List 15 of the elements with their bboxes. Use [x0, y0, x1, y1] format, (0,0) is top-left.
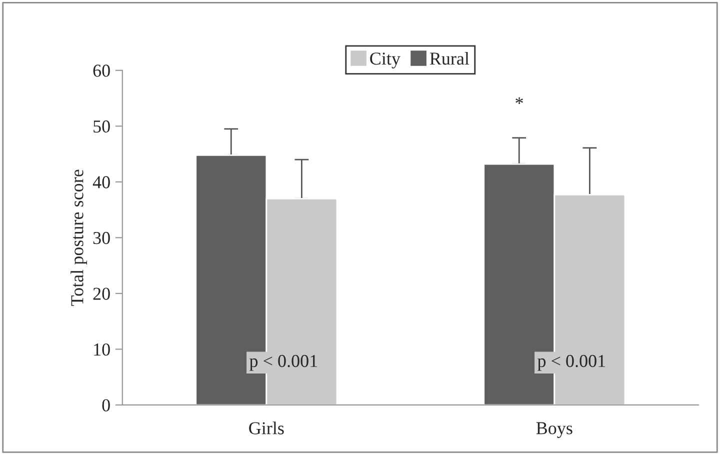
legend-label: City	[370, 52, 400, 68]
y-tick-label: 0	[102, 399, 110, 412]
x-tick-label: Girls	[249, 422, 284, 434]
y-tick-label: 40	[92, 176, 110, 188]
y-tick-label: 30	[93, 232, 110, 244]
x-tick-label: Boys	[536, 422, 572, 438]
y-tick-label: 10	[94, 343, 110, 356]
y-tick-label: 50	[94, 120, 110, 133]
annotation: p < 0.001	[250, 354, 318, 371]
y-axis-title: Total posture score	[70, 170, 87, 306]
legend-label: Rural	[430, 52, 470, 65]
y-tick-label: 20	[93, 288, 110, 300]
y-tick-label: 60	[93, 64, 110, 77]
annotation: p < 0.001	[538, 354, 606, 371]
annotation: *	[516, 97, 523, 104]
